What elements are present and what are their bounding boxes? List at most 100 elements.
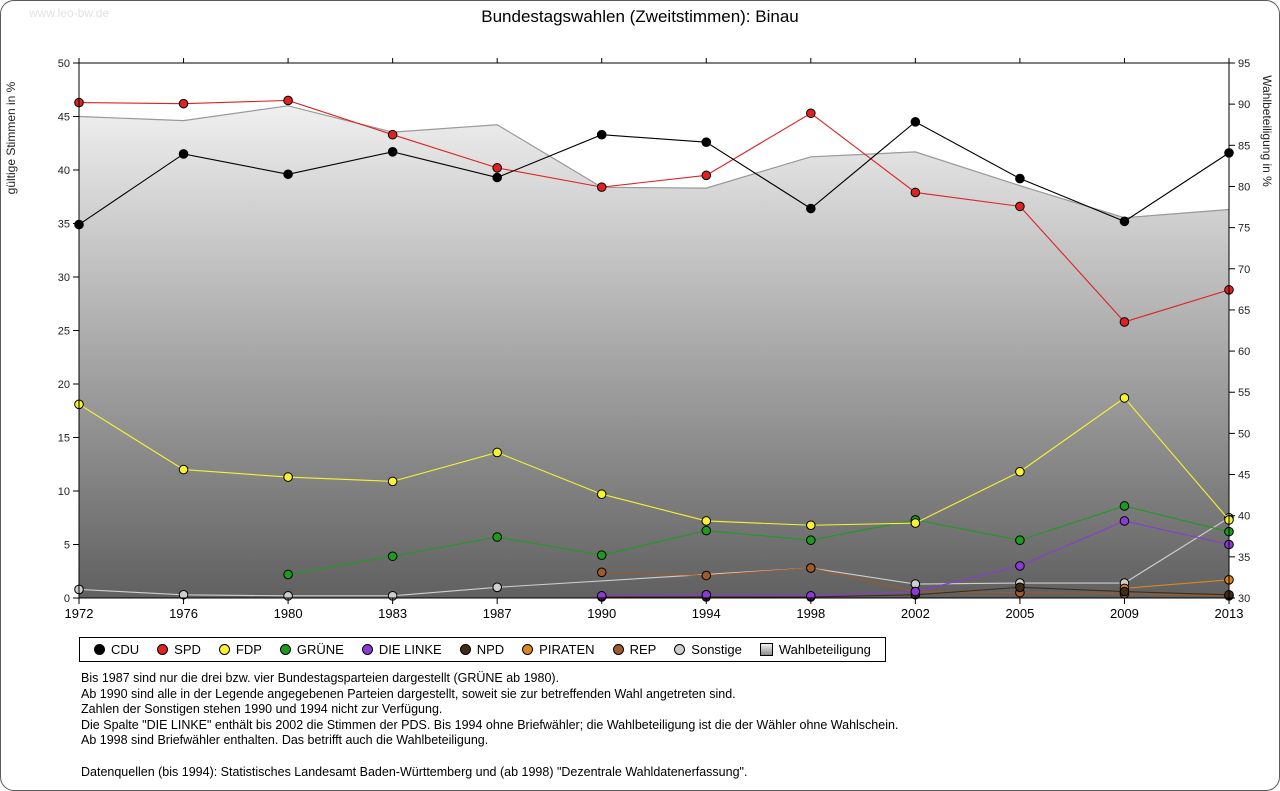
data-point <box>1015 535 1025 546</box>
right-tick-label: 55 <box>1238 387 1250 399</box>
legend-dot-icon <box>612 644 624 655</box>
legend-item-rep: REP <box>612 642 656 657</box>
legend-label: FDP <box>235 642 262 657</box>
right-tick-label: 60 <box>1238 346 1250 358</box>
data-point <box>1015 561 1025 571</box>
year-tick-label: 1987 <box>483 606 512 621</box>
chart-title: Bundestagswahlen (Zweitstimmen): Binau <box>481 7 799 26</box>
data-point <box>283 95 293 106</box>
data-point <box>492 447 502 458</box>
left-tick-label: 5 <box>64 540 70 552</box>
right-tick-label: 85 <box>1238 140 1250 152</box>
left-tick-label: 50 <box>58 58 70 70</box>
election-line-chart: 0 5 10 15 20 25 30 35 40 45 50 30 35 40 45 50 55 60 65 70 75… <box>4 58 1274 621</box>
footnote-line: Zahlen der Sonstigen stehen 1990 und 199… <box>81 702 443 716</box>
footnote-line: Ab 1990 sind alle in der Legende angegeb… <box>81 686 736 701</box>
year-tick-label: 1990 <box>587 606 616 621</box>
left-axis-title: gültige Stimmen in % <box>4 81 18 194</box>
year-tick-label: 2005 <box>1005 606 1034 621</box>
data-point <box>596 489 607 500</box>
data-point <box>387 551 398 562</box>
right-tick-label: 95 <box>1238 58 1250 70</box>
footnotes: Bis 1987 sind nur die drei bzw. vier Bun… <box>81 671 1241 780</box>
data-point <box>701 170 712 181</box>
year-tick-label: 1980 <box>274 606 303 621</box>
legend-dot-icon <box>279 644 291 655</box>
legend-dot-icon <box>674 644 686 655</box>
left-tick-label: 30 <box>58 272 70 284</box>
year-tick-label: 1983 <box>378 606 407 621</box>
left-tick-label: 0 <box>64 593 70 605</box>
data-point <box>1015 582 1025 593</box>
legend-dot-icon <box>459 644 471 655</box>
data-point <box>701 570 712 581</box>
year-tick-label: 2009 <box>1110 606 1139 621</box>
right-tick-label: 35 <box>1238 552 1250 564</box>
legend-item-fdp: FDP <box>218 642 262 657</box>
data-point <box>910 187 921 198</box>
data-point <box>806 563 816 573</box>
legend-square-icon <box>759 643 773 656</box>
left-tick-label: 35 <box>58 219 70 231</box>
data-point <box>910 518 921 528</box>
data-point <box>1119 501 1130 511</box>
series-cdu <box>74 117 1234 230</box>
data-point <box>492 582 502 593</box>
legend-label: CDU <box>111 642 140 657</box>
left-tick-label: 15 <box>58 433 70 445</box>
left-tick-label: 45 <box>58 112 70 124</box>
data-point <box>806 108 816 119</box>
year-tick-label: 1976 <box>169 606 198 621</box>
data-point <box>1119 317 1130 327</box>
footnote-line: Die Spalte "DIE LINKE" enthält bis 2002 … <box>81 717 899 732</box>
data-point <box>492 163 502 173</box>
data-point <box>806 535 816 546</box>
data-point <box>387 476 398 487</box>
year-tick-label: 2002 <box>901 606 930 621</box>
series-fdp <box>74 393 1234 531</box>
right-tick-label: 50 <box>1238 428 1250 440</box>
right-tick-label: 45 <box>1238 470 1250 482</box>
data-point <box>1119 393 1130 403</box>
data-point <box>283 169 293 180</box>
data-point <box>178 98 189 109</box>
data-point <box>1119 216 1130 227</box>
left-tick-label: 25 <box>58 326 70 338</box>
data-point <box>910 586 921 597</box>
legend-label: PIRATEN <box>539 642 595 657</box>
legend-dot-icon <box>361 644 373 655</box>
data-point <box>178 464 189 475</box>
right-tick-label: 75 <box>1238 223 1250 235</box>
legend-item-piraten: PIRATEN <box>522 642 595 657</box>
data-point <box>1015 201 1025 212</box>
chart-legend: CDU SPD FDP GRÜNE DIE LINKE NPD PIRATEN REP Sons… <box>79 637 886 662</box>
legend-item-spd: SPD <box>157 642 201 657</box>
data-point <box>283 472 293 482</box>
data-point <box>1015 466 1025 477</box>
legend-dot-icon <box>218 644 230 655</box>
data-point <box>492 532 502 542</box>
data-point <box>806 203 816 214</box>
right-tick-label: 70 <box>1238 264 1250 276</box>
legend-item-wahlbeteiligung: Wahlbeteiligung <box>759 642 871 657</box>
year-tick-label: 1998 <box>796 606 825 621</box>
data-point <box>701 137 712 147</box>
data-point <box>1015 173 1025 184</box>
legend-label: NPD <box>476 642 505 657</box>
right-tick-label: 80 <box>1238 181 1250 193</box>
legend-label: SPD <box>174 642 201 657</box>
right-tick-label: 40 <box>1238 511 1250 523</box>
data-source-line: Datenquellen (bis 1994): Statistisches L… <box>81 764 748 779</box>
data-point <box>387 129 398 140</box>
data-point <box>596 567 607 578</box>
year-tick-label: 2013 <box>1215 606 1244 621</box>
legend-label: DIE LINKE <box>378 642 442 657</box>
data-point <box>492 172 502 183</box>
legend-item-die-linke: DIE LINKE <box>361 642 442 657</box>
footnote-line: Ab 1998 sind Briefwähler enthalten. Das … <box>81 733 489 747</box>
legend-item-sonstige: Sonstige <box>674 642 742 657</box>
legend-item-npd: NPD <box>459 642 505 657</box>
left-tick-label: 20 <box>58 379 70 391</box>
data-point <box>806 520 816 531</box>
